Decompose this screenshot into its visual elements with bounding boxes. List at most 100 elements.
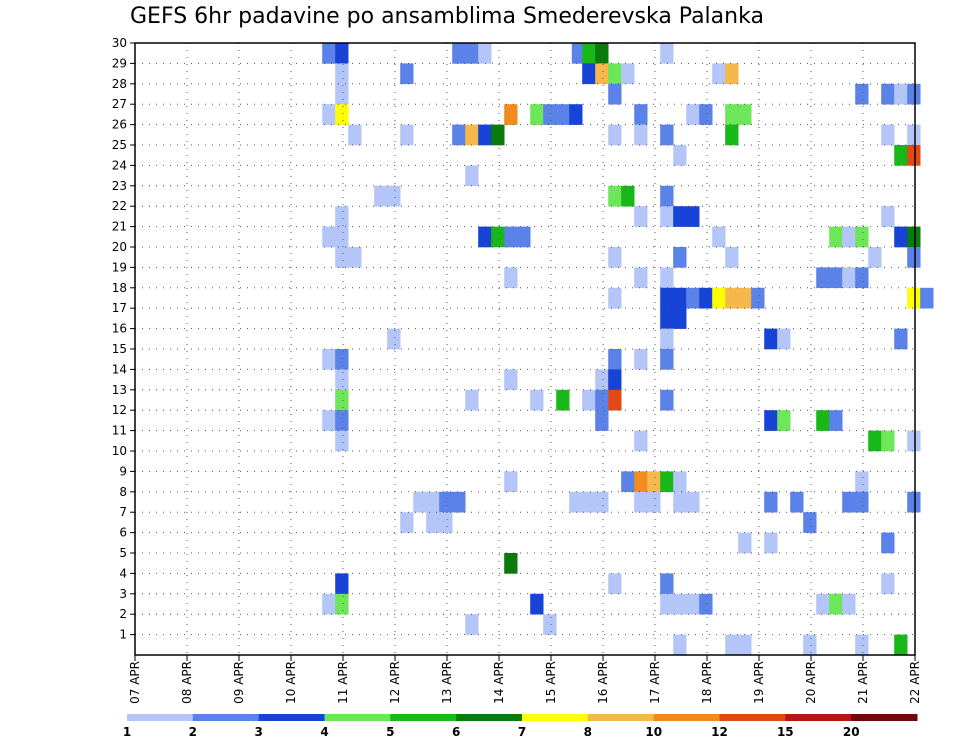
y-tick-label: 10 [112,444,127,458]
heatmap-cell [738,532,752,554]
colorbar-label: 5 [386,725,394,739]
heatmap-cell [634,124,648,146]
heatmap-cell [322,104,336,125]
heatmap-cell [582,63,596,85]
heatmap-cell [829,593,843,615]
heatmap-cell [660,287,674,309]
colorbar-swatch [127,714,194,721]
colorbar-swatch [258,714,325,721]
colorbar-label: 12 [711,725,728,739]
heatmap-cell [465,124,479,146]
heatmap-cell [595,63,609,85]
heatmap-cell [608,83,622,105]
heatmap-cell [842,226,856,248]
heatmap-cell [400,63,414,85]
heatmap-cell [465,43,479,64]
heatmap-cell [881,206,895,227]
heatmap-cell [478,226,492,248]
heatmap-cell [673,287,687,309]
heatmap-cell [907,145,921,166]
heatmap-cell [634,267,648,289]
heatmap-cell [400,124,414,146]
heatmap-cell [686,104,700,125]
y-tick-label: 13 [112,383,127,397]
y-tick-label: 21 [112,220,127,234]
colorbar-swatch [390,714,457,721]
y-tick-label: 6 [119,526,127,540]
heatmap-cell [725,104,739,125]
heatmap-cell [582,389,596,411]
colorbar-swatch [522,714,589,721]
y-tick-label: 8 [119,485,127,499]
heatmap-cell [608,124,622,146]
heatmap-cell [660,328,674,350]
heatmap-cell [634,491,648,513]
heatmap-cell [894,145,908,166]
heatmap-cell [660,389,674,411]
x-tick-label: 22 APR [908,661,922,704]
heatmap-cell [881,532,895,554]
x-tick-label: 20 APR [804,661,818,704]
heatmap-cell [660,471,674,493]
heatmap-cell [738,634,752,656]
heatmap-cell [738,287,752,309]
heatmap-cell [673,247,687,268]
y-tick-label: 17 [112,301,127,315]
heatmap-cell [673,145,687,166]
heatmap-cell [725,287,739,309]
heatmap-cell [595,389,609,411]
heatmap-cell [868,247,882,268]
heatmap-cell [530,104,544,125]
heatmap-cell [907,226,921,248]
colorbar-swatch [851,714,918,721]
heatmap-cell [881,573,895,595]
heatmap-cell [829,226,843,248]
heatmap-cell [439,512,453,533]
y-tick-label: 1 [119,628,127,642]
x-tick-label: 19 APR [752,661,766,704]
y-tick-label: 19 [112,260,127,274]
heatmap-cell [335,63,349,85]
heatmap-cell [491,124,505,146]
heatmap-cell [543,104,557,125]
heatmap-cell [530,389,544,411]
heatmap-cell [335,247,349,268]
heatmap-cell [686,491,700,513]
heatmap-cell [894,634,908,656]
heatmap-cell [491,226,505,248]
y-tick-label: 26 [112,118,127,132]
heatmap-cell [608,349,622,370]
heatmap-cell [725,124,739,146]
y-tick-label: 25 [112,138,127,152]
heatmap-cell [647,491,661,513]
x-tick-label: 21 APR [856,661,870,704]
y-tick-label: 5 [119,546,127,560]
heatmap-cell [504,104,518,125]
colorbar-label: 4 [320,725,328,739]
heatmap-cell [335,430,349,452]
heatmap-cell [556,389,570,411]
heatmap-cell [504,226,518,248]
colorbar-label: 20 [843,725,860,739]
colorbar-label: 1 [123,725,131,739]
heatmap-cell [530,593,544,615]
heatmap-cell [621,471,635,493]
colorbar-swatch [324,714,391,721]
heatmap-cell [452,43,466,64]
heatmap-cell [426,512,440,533]
heatmap-cell [660,206,674,227]
heatmap-cell [322,349,336,370]
heatmap-cell [699,593,713,615]
heatmap-cell [725,634,739,656]
colorbar-swatch [719,714,786,721]
heatmap-cell [335,83,349,105]
heatmap-cell [348,247,362,268]
heatmap-cell [868,430,882,452]
heatmap-cell [335,573,349,595]
y-tick-label: 7 [119,505,127,519]
heatmap-cell [478,43,492,64]
heatmap-cell [660,308,674,329]
y-tick-label: 12 [112,403,127,417]
heatmap-cell [348,124,362,146]
heatmap-cell [725,63,739,85]
